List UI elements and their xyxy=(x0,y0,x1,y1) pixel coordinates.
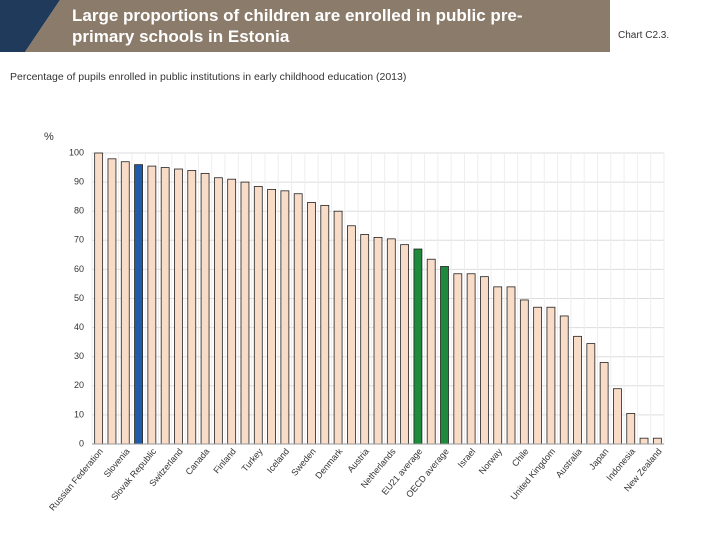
bar xyxy=(347,225,356,445)
bar xyxy=(187,170,197,445)
chart-id: Chart C2.3. xyxy=(618,30,670,41)
bar xyxy=(426,258,436,445)
y-tick-label: 50 xyxy=(74,293,84,303)
x-tick-label: Finland xyxy=(211,446,238,475)
y-tick-label: 70 xyxy=(74,235,84,245)
bar xyxy=(533,306,543,445)
bar xyxy=(386,238,396,445)
x-tick-label: Iceland xyxy=(265,446,291,475)
x-tick-label: Canada xyxy=(183,446,211,477)
bar xyxy=(107,158,117,445)
x-tick-label: Russian Federation xyxy=(47,446,105,512)
header-banner xyxy=(25,0,610,52)
bar xyxy=(267,188,276,445)
bar xyxy=(360,234,370,445)
bar xyxy=(320,204,330,445)
x-tick-label: Chile xyxy=(510,446,531,468)
y-tick-label: 90 xyxy=(74,176,84,186)
y-tick-label: 40 xyxy=(74,322,84,332)
bar xyxy=(559,315,569,445)
bar xyxy=(253,186,263,445)
y-tick-label: 0 xyxy=(79,438,84,448)
y-tick-label: 60 xyxy=(74,264,84,274)
bar xyxy=(94,152,104,445)
bar xyxy=(293,193,303,445)
y-tick-label: 80 xyxy=(74,206,84,216)
y-axis-label: % xyxy=(44,131,54,143)
bar xyxy=(240,181,250,445)
x-tick-label: Norway xyxy=(477,446,505,476)
bar xyxy=(599,362,609,445)
bar xyxy=(440,266,449,445)
bar xyxy=(626,413,636,445)
bar xyxy=(333,210,343,445)
bar xyxy=(480,276,489,445)
bar xyxy=(174,168,183,445)
bar xyxy=(466,273,476,445)
bar xyxy=(586,343,596,445)
bar xyxy=(160,167,170,445)
x-tick-label: Turkey xyxy=(240,446,265,474)
x-tick-label: Australia xyxy=(554,446,584,479)
bar xyxy=(134,164,143,445)
bar xyxy=(413,248,423,445)
y-tick-label: 30 xyxy=(74,351,84,361)
bar xyxy=(573,335,582,445)
bar xyxy=(613,388,622,445)
bar xyxy=(493,286,503,445)
bar xyxy=(453,273,463,445)
bar xyxy=(546,306,556,445)
bar xyxy=(213,177,223,445)
slide-title: Large proportions of children are enroll… xyxy=(72,6,523,46)
x-tick-label: Israel xyxy=(456,446,478,469)
bar xyxy=(227,178,237,445)
x-tick-label: Japan xyxy=(587,446,610,471)
x-tick-label: Austria xyxy=(345,446,371,474)
bar xyxy=(373,236,383,445)
chart-subtitle: Percentage of pupils enrolled in public … xyxy=(10,71,406,83)
bar xyxy=(652,437,662,445)
bar xyxy=(120,161,130,445)
bar xyxy=(307,202,316,445)
y-tick-label: 20 xyxy=(74,380,84,390)
y-tick-label: 10 xyxy=(74,409,84,419)
bar xyxy=(147,165,157,445)
bar xyxy=(519,299,529,445)
bar xyxy=(200,172,210,445)
header-accent xyxy=(0,0,60,52)
bar xyxy=(506,286,516,445)
x-tick-label: Denmark xyxy=(313,446,344,481)
y-tick-label: 100 xyxy=(69,147,84,157)
bar xyxy=(639,437,649,445)
bar xyxy=(400,244,409,445)
bar xyxy=(280,190,290,445)
